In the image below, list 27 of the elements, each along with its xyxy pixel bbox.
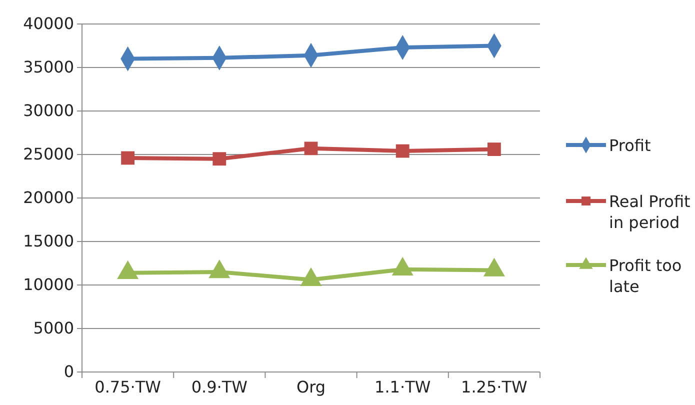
x-tick-label: 0.9·TW <box>191 378 248 397</box>
y-tick-label: 15000 <box>23 232 74 251</box>
point <box>117 260 139 280</box>
point <box>212 152 226 166</box>
y-tick-label: 40000 <box>23 14 74 34</box>
point <box>121 151 135 165</box>
legend-label: Profit too late <box>609 256 682 296</box>
y-tick-label: 0 <box>64 362 74 382</box>
point <box>392 256 414 276</box>
y-tick-label: 25000 <box>23 144 74 164</box>
point <box>483 258 505 276</box>
x-tick-label: Org <box>296 378 326 397</box>
point <box>208 260 230 278</box>
y-tick-label: 20000 <box>23 188 74 208</box>
legend-label: Real Profit in period <box>609 192 690 232</box>
point <box>300 267 322 286</box>
y-tick-label: 30000 <box>23 101 74 120</box>
point <box>396 144 410 158</box>
y-tick-label: 10000 <box>23 275 74 294</box>
y-tick-label: 35000 <box>23 58 74 77</box>
point <box>304 142 318 156</box>
point <box>487 142 501 156</box>
x-tick-label: 0.75·TW <box>94 378 162 397</box>
x-tick-label: 1.1·TW <box>374 378 431 397</box>
x-tick-label: 1.25·TW <box>461 378 528 397</box>
y-tick-label: 5000 <box>33 318 74 338</box>
legend-label: Profit <box>609 136 651 155</box>
